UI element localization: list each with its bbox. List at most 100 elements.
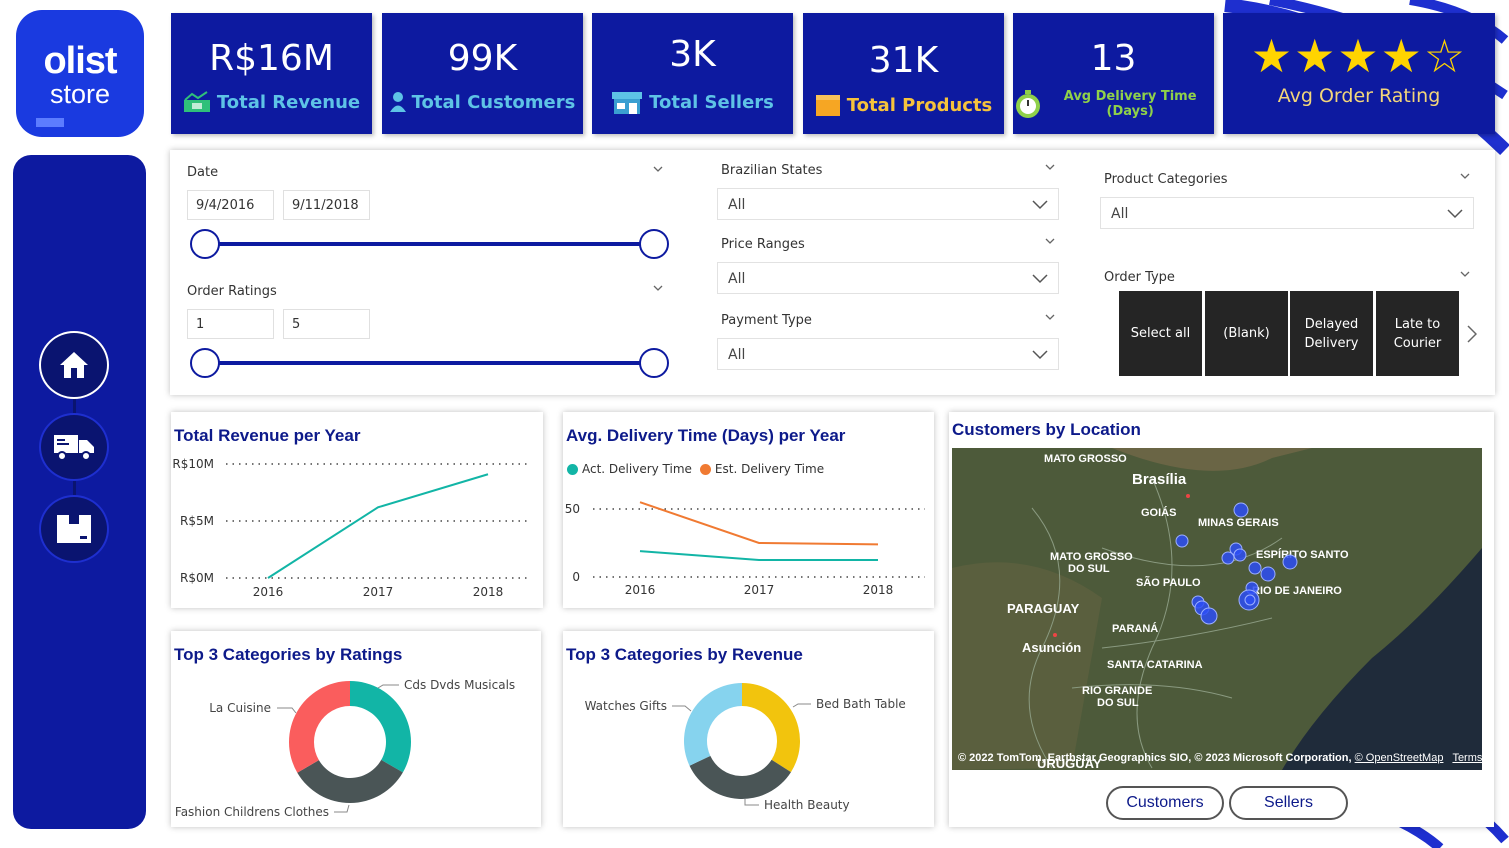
person-icon: [389, 92, 406, 112]
states-filter-label: Brazilian States: [721, 163, 823, 178]
categories-dropdown[interactable]: All: [1100, 197, 1474, 229]
delivery-per-year-card: Avg. Delivery Time (Days) per Year Act. …: [563, 412, 934, 608]
chevron-down-icon[interactable]: [1460, 171, 1470, 181]
filters-panel: Date 9/4/2016 9/11/2018 Order Ratings 1 …: [170, 150, 1495, 395]
date-start-input[interactable]: 9/4/2016: [187, 190, 274, 220]
chevron-down-icon[interactable]: [1045, 236, 1055, 246]
rating-max-input[interactable]: 5: [283, 309, 370, 339]
order-type-delayed-delivery[interactable]: Delayed Delivery: [1290, 291, 1373, 376]
order-type-label: Order Type: [1104, 270, 1175, 285]
slice-label: Cds Dvds Musicals: [404, 678, 515, 692]
kpi-value: 3K: [669, 34, 716, 75]
kpi-label-text: Total Revenue: [216, 91, 361, 113]
nav-delivery-button[interactable]: [39, 413, 109, 481]
order-type-blank[interactable]: (Blank): [1205, 291, 1288, 376]
rating-slider-max-handle[interactable]: [639, 348, 669, 378]
kpi-avg-rating: ★★★★☆ Avg Order Rating: [1223, 13, 1495, 134]
chevron-down-icon[interactable]: [1045, 312, 1055, 322]
revenue-series-line: [267, 473, 489, 579]
map-marker[interactable]: [1282, 554, 1298, 570]
states-dropdown[interactable]: All: [717, 188, 1059, 220]
nav-home-button[interactable]: [39, 331, 109, 399]
order-type-late-to-courier[interactable]: Late to Courier: [1376, 291, 1459, 376]
map-marker[interactable]: [1233, 502, 1249, 518]
chevron-down-icon: [1032, 350, 1048, 360]
map-marker[interactable]: [1221, 551, 1235, 565]
map-label: MATO GROSSO DO SUL: [1050, 551, 1133, 575]
box-icon: [815, 95, 840, 116]
payment-value: All: [728, 347, 746, 363]
revenue-line-chart: R$0M R$5M R$10M 2016 2017 2018: [172, 457, 529, 599]
chart-title: Avg. Delivery Time (Days) per Year: [566, 426, 846, 445]
sidebar: [13, 155, 146, 829]
estimated-delivery-line: [639, 501, 879, 546]
y-tick-label: R$0M: [180, 571, 214, 585]
donut-slice: [289, 681, 350, 773]
chevron-right-icon[interactable]: [1467, 325, 1477, 343]
order-type-select-all[interactable]: Select all: [1119, 291, 1202, 376]
rating-stars: ★★★★☆: [1250, 29, 1468, 83]
home-icon: [60, 352, 88, 378]
map-marker[interactable]: [1260, 566, 1276, 582]
chevron-down-icon[interactable]: [1045, 162, 1055, 172]
map-marker[interactable]: [1244, 594, 1256, 606]
kpi-label-text: Avg Delivery Time (Days): [1063, 89, 1197, 119]
ratings-filter-label: Order Ratings: [187, 284, 277, 299]
rating-slider-track[interactable]: [205, 361, 655, 365]
kpi-total-customers: 99K Total Customers: [382, 13, 583, 134]
categories-filter-label: Product Categories: [1104, 172, 1228, 187]
map-marker[interactable]: [1200, 607, 1218, 625]
revenue-per-year-card: Total Revenue per Year R$0M R$5M R$10M 2016…: [171, 412, 543, 608]
osm-link[interactable]: © OpenStreetMap: [1354, 752, 1444, 764]
terms-link[interactable]: Terms: [1452, 752, 1482, 764]
chart-title: Top 3 Categories by Revenue: [566, 645, 803, 664]
price-value: All: [728, 271, 746, 287]
kpi-value: 99K: [447, 38, 518, 79]
kpi-total-revenue: R$16M Total Revenue: [171, 13, 372, 134]
y-tick-label: R$10M: [172, 457, 214, 471]
date-slider-track[interactable]: [205, 242, 655, 246]
map-label: RIO GRANDE DO SUL: [1082, 685, 1152, 709]
capital-marker: [1186, 494, 1190, 498]
kpi-label: Total Sellers: [592, 89, 793, 115]
capital-marker: [1053, 633, 1057, 637]
donut-slice: [684, 683, 742, 766]
sellers-toggle-button[interactable]: Sellers: [1229, 786, 1348, 820]
x-tick-label: 2016: [625, 583, 656, 597]
date-slider-end-handle[interactable]: [639, 229, 669, 259]
nav-connector: [73, 399, 76, 415]
price-dropdown[interactable]: All: [717, 262, 1059, 294]
chevron-down-icon[interactable]: [653, 283, 663, 293]
customers-map[interactable]: MATO GROSSO Brasília GOIÁS MINAS GERAIS ESPÍ…: [952, 448, 1482, 770]
leader-line: [792, 703, 811, 708]
map-marker[interactable]: [1175, 534, 1189, 548]
map-label: PARAGUAY: [1007, 601, 1080, 616]
actual-delivery-line: [639, 550, 878, 561]
date-end-input[interactable]: 9/11/2018: [283, 190, 370, 220]
kpi-label: Total Revenue: [171, 91, 372, 113]
payment-dropdown[interactable]: All: [717, 338, 1059, 370]
map-labels: MATO GROSSO Brasília GOIÁS MINAS GERAIS ESPÍ…: [1007, 453, 1349, 770]
date-slider-start-handle[interactable]: [190, 229, 220, 259]
chevron-down-icon[interactable]: [653, 164, 663, 174]
rating-min-input[interactable]: 1: [187, 309, 274, 339]
categories-value: All: [1111, 206, 1129, 222]
slice-label: Watches Gifts: [585, 699, 667, 713]
kpi-label-text: Total Customers: [411, 91, 576, 113]
chevron-down-icon: [1032, 200, 1048, 210]
map-attribution: © 2022 TomTom, Earthstar Geographics SIO…: [958, 752, 1482, 764]
store-icon: [612, 92, 643, 114]
kpi-avg-delivery: 13 Avg Delivery Time (Days): [1013, 13, 1214, 134]
leader-line: [672, 705, 692, 712]
kpi-label: Total Customers: [382, 91, 583, 113]
rating-slider-min-handle[interactable]: [190, 348, 220, 378]
kpi-label: Total Products: [803, 93, 1004, 117]
chevron-down-icon[interactable]: [1460, 269, 1470, 279]
donut-slice: [350, 681, 411, 773]
map-marker[interactable]: [1233, 548, 1247, 562]
map-label: GOIÁS: [1141, 506, 1176, 519]
nav-products-button[interactable]: [39, 495, 109, 563]
map-marker[interactable]: [1248, 561, 1262, 575]
customers-toggle-button[interactable]: Customers: [1106, 786, 1224, 820]
x-tick-label: 2018: [863, 583, 894, 597]
